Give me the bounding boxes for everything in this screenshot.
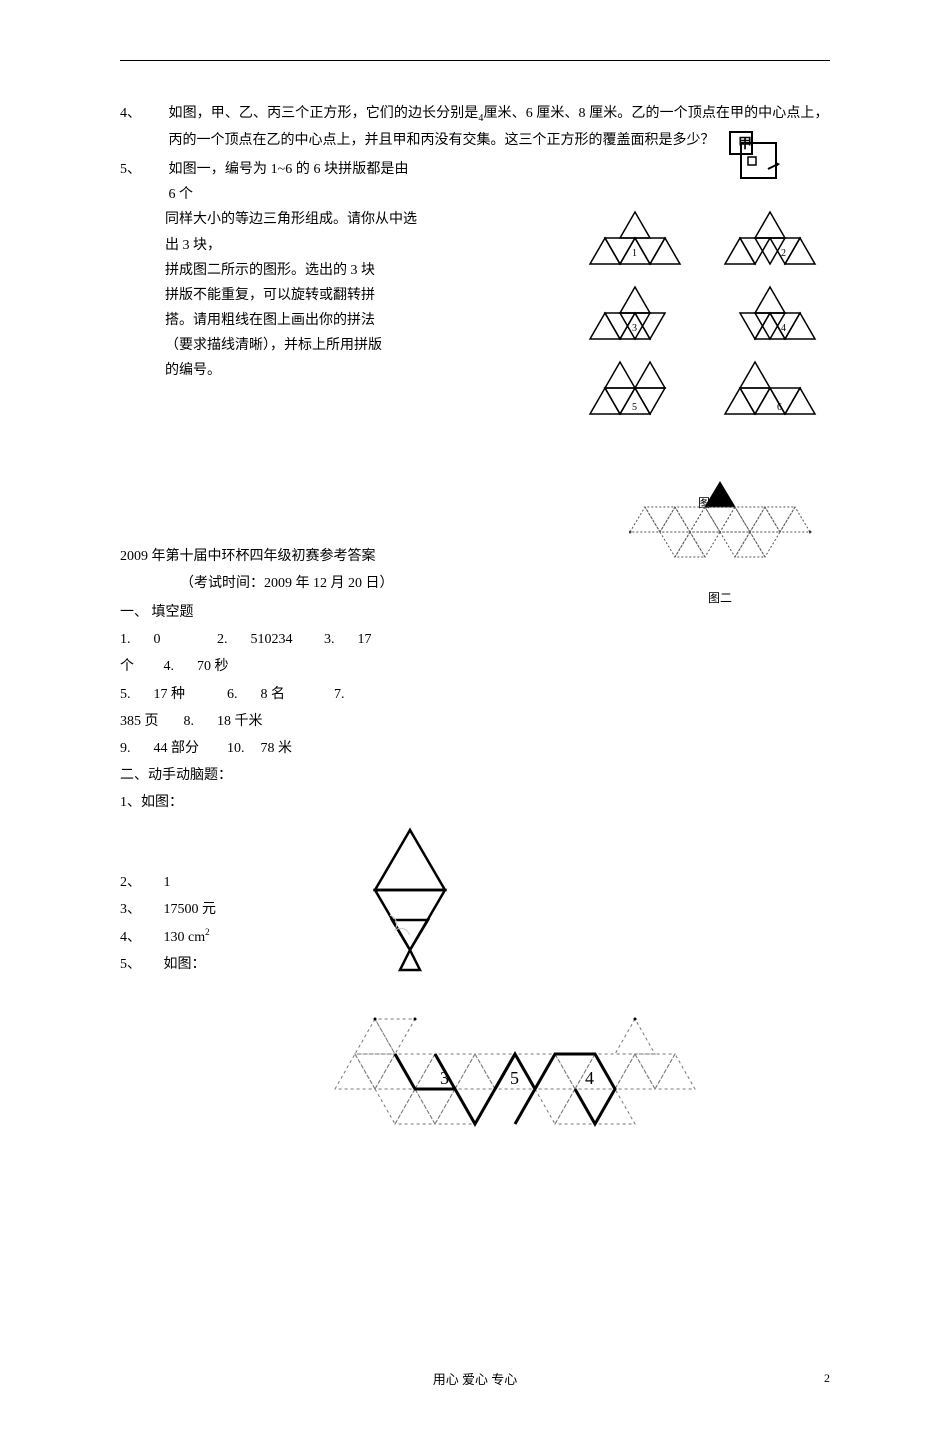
page-footer: 用心 爱心 专心 2 [120, 1368, 830, 1391]
svg-text:3: 3 [632, 323, 637, 334]
svg-text:4: 4 [781, 323, 786, 334]
answer-a1: 1、如图： [120, 790, 830, 815]
svg-text:6: 6 [777, 402, 782, 413]
figure-one: 1 2 3 [580, 202, 840, 515]
answer-a2: 2、 1 [120, 870, 270, 895]
answer5-figure: 3 5 4 [180, 999, 830, 1168]
answer1-figure [350, 820, 470, 989]
q5-text: 如图一，编号为 1~6 的 6 块拼版都是由 6 个 [169, 157, 409, 207]
answer-line-5: 9. 44 部分 10. 78 米 [120, 736, 830, 761]
svg-text:5: 5 [632, 402, 637, 413]
answer-line-1: 1. 0 2. 510234 3. 17 [120, 627, 830, 652]
svg-text:4: 4 [585, 1068, 594, 1088]
answer-line-4: 385 页 8. 18 千米 [120, 709, 830, 734]
svg-text:2: 2 [781, 248, 786, 259]
answer-line-2: 个 4. 70 秒 [120, 654, 830, 679]
answer-line-3: 5. 17 种 6. 8 名 7. [120, 682, 830, 707]
squares-figure: 甲 [720, 127, 790, 196]
answers-section: 2009 年第十届中环杯四年级初赛参考答案 （考试时间：2009 年 12 月 … [120, 544, 830, 1168]
page-number: 2 [824, 1368, 830, 1390]
question-5: 5、 如图一，编号为 1~6 的 6 块拼版都是由 6 个 同样大小的等边三角形… [120, 157, 830, 384]
figure-two: 图二 [610, 477, 830, 610]
svg-text:5: 5 [510, 1068, 519, 1088]
footer-text: 用心 爱心 专心 [433, 1372, 518, 1387]
svg-text:1: 1 [632, 248, 637, 259]
q4-number: 4、 [120, 101, 165, 126]
figure2-caption: 图二 [610, 588, 830, 610]
answer-a4: 4、 130 cm2 [120, 924, 270, 950]
answer-a3: 3、 17500 元 [120, 897, 270, 922]
svg-text:3: 3 [440, 1068, 449, 1088]
section2-heading: 二、动手动脑题： [120, 763, 830, 788]
answer-a5: 5、 如图： [120, 952, 270, 977]
q5-number: 5、 [120, 157, 165, 182]
